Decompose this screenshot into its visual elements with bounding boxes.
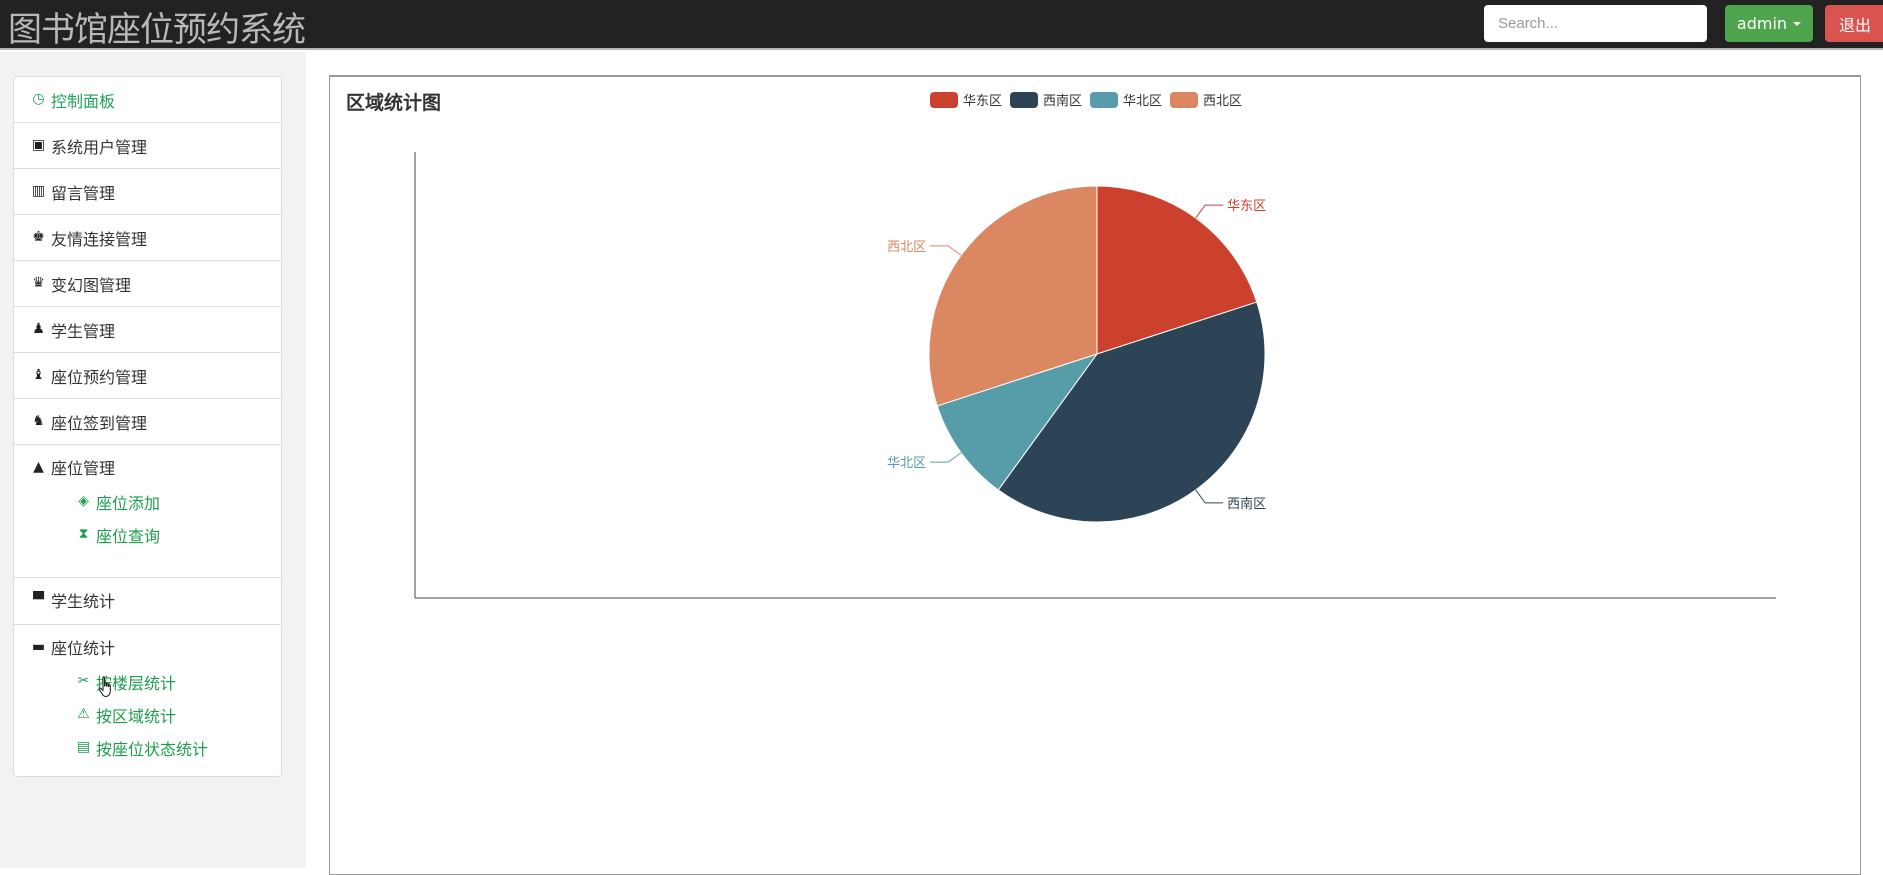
sidebar-item[interactable]: ♞ 座位签到管理 [14,399,281,445]
sidebar-item[interactable]: ◷ 控制面板 [14,77,281,123]
pie-label-line [1195,204,1224,219]
legend-label: 华东区 [963,94,1003,109]
sidebar-group: ▲ 座位管理 ◈ 座位添加 ⧗ 座位查询 [14,445,281,578]
queen-icon: ♛ [32,275,45,291]
sidebar-group-header[interactable]: ▬ 座位统计 [31,635,281,659]
dashboard-icon: ◷ [32,91,45,107]
sidebar-item-label: 座位签到管理 [51,413,148,433]
pie-label-line [1195,489,1224,504]
legend-swatch [1010,91,1039,108]
pawn-icon: ♟ [32,321,45,337]
sidebar-group-header[interactable]: ▀ 学生统计 [31,588,281,612]
sidebar-item[interactable]: ♚ 友情连接管理 [14,215,281,261]
legend-label: 西南区 [1043,94,1083,109]
sidebar-group-label: 座位统计 [51,639,116,658]
pie-label-line [930,452,962,463]
blackboard-icon: ▀ [33,591,44,608]
sidebar-item-label: 留言管理 [51,183,116,203]
sidebar-group-label: 学生统计 [51,592,116,611]
sidebar-group-header[interactable]: ▲ 座位管理 [31,455,281,479]
app-title: 图书馆座位预约系统 [8,10,306,50]
sidebar-group: ▀ 学生统计 [14,578,281,625]
picture-icon: ▣ [31,137,46,153]
top-navbar: 图书馆座位预约系统 admin 退出 [0,0,1883,50]
sidebar-item-label: 变幻图管理 [51,275,132,295]
hourglass-icon: ⧗ [78,526,89,542]
pie-label: 西北区 [887,240,926,255]
sidebar-subitem-label: 座位查询 [96,526,161,546]
sidebar-subitem-label: 座位添加 [96,493,161,513]
pie-label: 西南区 [1227,496,1266,512]
equalizer-icon: ▥ [31,183,46,199]
legend-item[interactable]: 华北区 [1090,90,1162,109]
search-input[interactable] [1484,5,1707,42]
bed-icon: ▬ [31,638,46,655]
scissors-icon: ✂ [77,673,90,689]
legend-swatch [1090,91,1119,108]
pie-label-line [930,245,962,256]
sidebar-subitem-label: 按区域统计 [96,706,177,726]
bishop-icon: ♝ [32,367,45,383]
legend-item[interactable]: 华东区 [930,90,1002,109]
sidebar-item-label: 系统用户管理 [51,137,148,157]
sidebar-item[interactable]: ▣ 系统用户管理 [14,123,281,169]
king-icon: ♚ [32,229,45,245]
tent-icon: ▲ [33,458,44,475]
knight-icon: ♞ [32,413,45,429]
sidebar-item-label: 座位预约管理 [51,367,148,387]
sidebar-item[interactable]: ♟ 学生管理 [14,307,281,353]
pie-label: 华东区 [1227,199,1266,214]
legend-swatch [930,91,958,108]
legend-label: 华北区 [1123,94,1163,109]
sidebar-group: ▬ 座位统计 ✂ 按楼层统计 ⚠ 按区域统计 ▤ 按座位状态统计 [14,625,281,776]
sidebar-group-label: 座位管理 [51,459,116,478]
clipboard-icon: ▤ [76,739,91,755]
sidebar-item[interactable]: ♛ 变幻图管理 [14,261,281,307]
sidebar-subitem-label: 按座位状态统计 [96,739,209,759]
pie-slice[interactable] [928,185,1098,407]
sidebar-subitem[interactable]: ⧗ 座位查询 [76,518,281,551]
logout-button[interactable]: 退出 [1825,5,1883,42]
sidebar-subitem-label: 按楼层统计 [96,673,177,693]
legend-item[interactable]: 西南区 [1010,90,1082,109]
legend-swatch [1170,91,1199,108]
sidebar-item[interactable]: ▥ 留言管理 [14,169,281,215]
legend-label: 西北区 [1203,94,1243,109]
sidebar-item-label: 控制面板 [51,91,116,111]
chart-title: 区域统计图 [346,92,442,114]
admin-label: admin [1736,14,1788,33]
sidebar-subitem[interactable]: ✂ 按楼层统计 [76,665,281,698]
warning-icon: ⚠ [77,706,90,722]
sidebar-subitem[interactable]: ▤ 按座位状态统计 [76,731,281,764]
sidebar-subitem[interactable]: ◈ 座位添加 [76,485,281,518]
legend-item[interactable]: 西北区 [1170,90,1242,109]
pie-label: 华北区 [887,456,926,471]
sidebar-item[interactable]: ♝ 座位预约管理 [14,353,281,399]
sidebar-subitem[interactable]: ⚠ 按区域统计 [76,698,281,731]
pie-slice[interactable] [936,353,1099,491]
admin-dropdown-button[interactable]: admin [1725,5,1813,42]
sidebar-item-label: 友情连接管理 [51,229,148,249]
sidebar-item-label: 学生管理 [51,321,116,341]
sidebar: ◷ 控制面板 ▣ 系统用户管理 ▥ 留言管理 ♚ 友情连接管理 ♛ 变幻图管理 ♟ 学生管理 ♝ 座位预约… [13,76,282,777]
caret-down-icon [1793,21,1802,26]
chart-legend: 华东区 西南区 华北区 西北区 [930,90,1242,109]
erase-icon: ◈ [78,493,89,509]
